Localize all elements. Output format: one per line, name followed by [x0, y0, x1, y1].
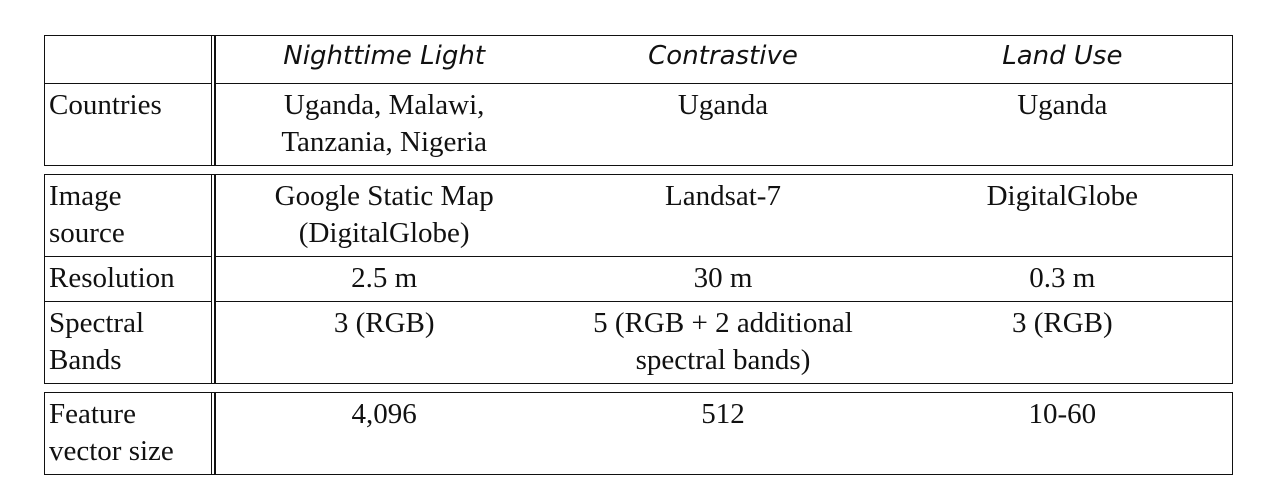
cell-line: Uganda	[1017, 89, 1108, 121]
row-label-line: Image	[49, 180, 122, 212]
cell-image-source-contrastive: Landsat-7	[553, 175, 892, 256]
cell-line: 10-60	[1028, 398, 1097, 430]
cell-countries-land-use: Uganda	[892, 83, 1232, 165]
row-label-line: vector size	[49, 435, 174, 467]
row-label-line: Resolution	[49, 262, 175, 294]
cell-line: DigitalGlobe	[986, 180, 1139, 212]
cell-resolution-contrastive: 30 m	[553, 256, 893, 301]
row-label-countries: Countries	[45, 83, 211, 165]
cell-line: 0.3 m	[1029, 262, 1096, 294]
double-rule	[211, 301, 216, 383]
row-label-line: Spectral	[49, 307, 145, 339]
cell-image-source-land-use: DigitalGlobe	[893, 175, 1232, 256]
cell-line: 2.5 m	[351, 262, 418, 294]
cell-line: 3 (RGB)	[1011, 307, 1113, 339]
row-label-spectral-bands: Spectral Bands	[45, 301, 211, 383]
column-header-contrastive: Contrastive	[648, 41, 798, 71]
double-rule	[211, 393, 216, 474]
cell-line: 30 m	[693, 262, 753, 294]
table-block-header: Nighttime Light Contrastive Land Use Cou…	[44, 35, 1233, 166]
row-label-line: source	[49, 217, 125, 249]
table-block-imagery: Image source Google Static Map (DigitalG…	[44, 174, 1233, 384]
row-label-image-source: Image source	[45, 175, 211, 256]
cell-line: Uganda	[677, 89, 769, 121]
column-header-nighttime-light: Nighttime Light	[214, 36, 553, 83]
row-label-line: Countries	[49, 89, 162, 121]
comparison-table: Nighttime Light Contrastive Land Use Cou…	[44, 35, 1233, 475]
cell-countries-contrastive: Uganda	[553, 83, 893, 165]
cell-spectral-bands-land-use: 3 (RGB)	[892, 301, 1232, 383]
cell-line: spectral bands)	[635, 344, 811, 376]
cell-feature-size-nighttime: 4,096	[214, 393, 553, 474]
cell-line: 5 (RGB + 2 additional	[593, 307, 853, 339]
cell-line: (DigitalGlobe)	[298, 217, 470, 249]
cell-spectral-bands-contrastive: 5 (RGB + 2 additional spectral bands)	[553, 301, 893, 383]
cell-line: Google Static Map	[274, 180, 494, 212]
double-rule	[211, 83, 216, 165]
row-label-line: Bands	[49, 344, 122, 376]
cell-countries-nighttime: Uganda, Malawi, Tanzania, Nigeria	[214, 83, 554, 165]
cell-line: Landsat-7	[665, 180, 781, 212]
double-rule	[211, 175, 216, 256]
column-header-land-use: Land Use	[1002, 41, 1123, 71]
row-label-feature-vector-size: Feature vector size	[45, 393, 211, 474]
cell-line: 3 (RGB)	[333, 307, 435, 339]
double-rule	[211, 256, 216, 301]
cell-line: Uganda, Malawi,	[283, 89, 485, 121]
cell-line: 512	[701, 398, 745, 430]
cell-feature-size-land-use: 10-60	[893, 393, 1232, 474]
cell-resolution-nighttime: 2.5 m	[214, 256, 554, 301]
cell-image-source-nighttime: Google Static Map (DigitalGlobe)	[214, 175, 553, 256]
corner-cell	[45, 36, 211, 83]
cell-feature-size-contrastive: 512	[553, 393, 892, 474]
cell-resolution-land-use: 0.3 m	[892, 256, 1232, 301]
cell-spectral-bands-nighttime: 3 (RGB)	[214, 301, 554, 383]
row-label-resolution: Resolution	[45, 256, 211, 301]
double-rule	[211, 36, 216, 83]
cell-line: Tanzania, Nigeria	[281, 126, 488, 158]
row-label-line: Feature	[49, 398, 136, 430]
cell-line: 4,096	[351, 398, 417, 430]
table-block-features: Feature vector size 4,096 512 10-60	[44, 392, 1233, 475]
